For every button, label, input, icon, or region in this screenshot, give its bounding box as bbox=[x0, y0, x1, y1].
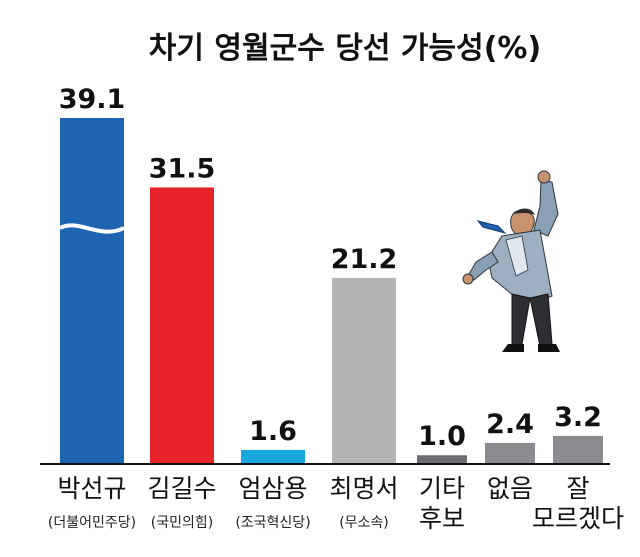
value-label-7: 3.2 bbox=[554, 402, 602, 433]
bars-layer bbox=[59, 118, 603, 464]
chart-title: 차기 영월군수 당선 가능성(%) bbox=[149, 31, 541, 66]
category-label-2: 김길수 bbox=[147, 474, 216, 503]
cheering-man-illustration bbox=[462, 170, 560, 352]
value-label-2: 31.5 bbox=[149, 153, 216, 184]
category-label-7-line-1: 잘 bbox=[566, 474, 589, 503]
party-label-1: (더불어민주당) bbox=[48, 515, 136, 531]
axis-break-mark bbox=[59, 223, 125, 234]
value-label-3: 1.6 bbox=[249, 416, 297, 447]
bar-6 bbox=[485, 442, 535, 464]
category-label-3: 엄삼용 bbox=[238, 474, 307, 503]
party-label-4: (무소속) bbox=[339, 515, 389, 531]
category-label-6: 없음 bbox=[487, 474, 533, 503]
bar-2 bbox=[150, 187, 214, 464]
value-label-6: 2.4 bbox=[486, 409, 534, 440]
party-label-3: (조국혁신당) bbox=[235, 515, 310, 531]
category-label-4: 최명서 bbox=[329, 474, 398, 503]
bar-4 bbox=[332, 277, 396, 464]
bar-5 bbox=[417, 455, 467, 464]
labels-layer: 39.1 박선규 (더불어민주당) 31.5 김길수 (국민의힘) 1.6 엄삼용 (조국혁신당… bbox=[48, 84, 624, 533]
value-label-5: 1.0 bbox=[418, 421, 466, 452]
bar-3 bbox=[241, 449, 305, 464]
value-label-1: 39.1 bbox=[59, 84, 126, 115]
category-label-1: 박선규 bbox=[57, 474, 126, 503]
bar-1 bbox=[60, 118, 124, 464]
category-label-5-line-2: 후보 bbox=[419, 504, 465, 533]
party-label-2: (국민의힘) bbox=[151, 515, 213, 531]
bar-7 bbox=[553, 435, 603, 464]
value-label-4: 21.2 bbox=[331, 244, 398, 275]
category-label-5-line-1: 기타 bbox=[419, 474, 465, 503]
category-label-7-line-2: 모르겠다 bbox=[532, 504, 624, 533]
